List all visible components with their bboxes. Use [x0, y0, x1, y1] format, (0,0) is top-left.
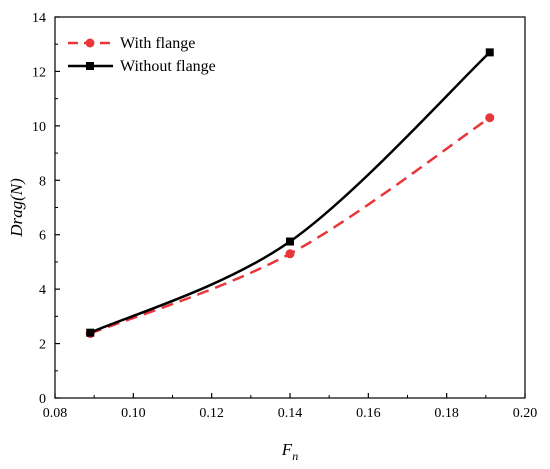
legend-marker-without-flange: [86, 62, 94, 70]
series-line-with-flange: [89, 116, 491, 335]
x-tick-label: 0.08: [43, 406, 68, 421]
data-point-with-flange: [485, 113, 495, 123]
y-tick-label: 10: [32, 120, 46, 135]
legend-marker-with-flange: [85, 38, 95, 48]
x-axis-label-subscript: n: [292, 449, 298, 463]
data-point-without-flange: [86, 328, 95, 337]
y-tick-label: 12: [32, 65, 46, 80]
legend-label-without-flange: Without flange: [120, 58, 216, 75]
legend-label-with-flange: With flange: [120, 35, 195, 52]
series-layer: [85, 48, 495, 339]
y-tick-label: 4: [39, 283, 46, 298]
x-tick-label: 0.14: [278, 406, 303, 421]
y-axis-label: Drag(N): [7, 178, 26, 238]
y-tick-label: 6: [39, 229, 46, 244]
data-point-with-flange: [285, 249, 295, 259]
x-tick-label: 0.18: [434, 406, 459, 421]
legend: With flange Without flange: [68, 35, 216, 75]
ticks-layer: 0.08 0.10 0.12 0.14 0.16 0.18 0.20 0 2 4 6 8 10 12 14: [32, 11, 537, 421]
x-tick-label: 0.12: [199, 406, 224, 421]
x-axis-label-main: F: [281, 440, 293, 459]
y-tick-label: 0: [39, 392, 46, 407]
x-tick-label: 0.16: [356, 406, 381, 421]
x-tick-label: 0.10: [121, 406, 146, 421]
data-point-without-flange: [286, 237, 294, 246]
x-tick-label: 0.20: [513, 406, 538, 421]
y-tick-label: 14: [32, 11, 46, 26]
y-tick-label: 2: [39, 338, 46, 353]
x-axis-label: Fn: [281, 440, 298, 463]
plot-frame: [54, 16, 526, 399]
series-line-without-flange: [89, 51, 491, 334]
data-point-without-flange: [485, 48, 494, 57]
y-tick-label: 8: [39, 174, 46, 189]
